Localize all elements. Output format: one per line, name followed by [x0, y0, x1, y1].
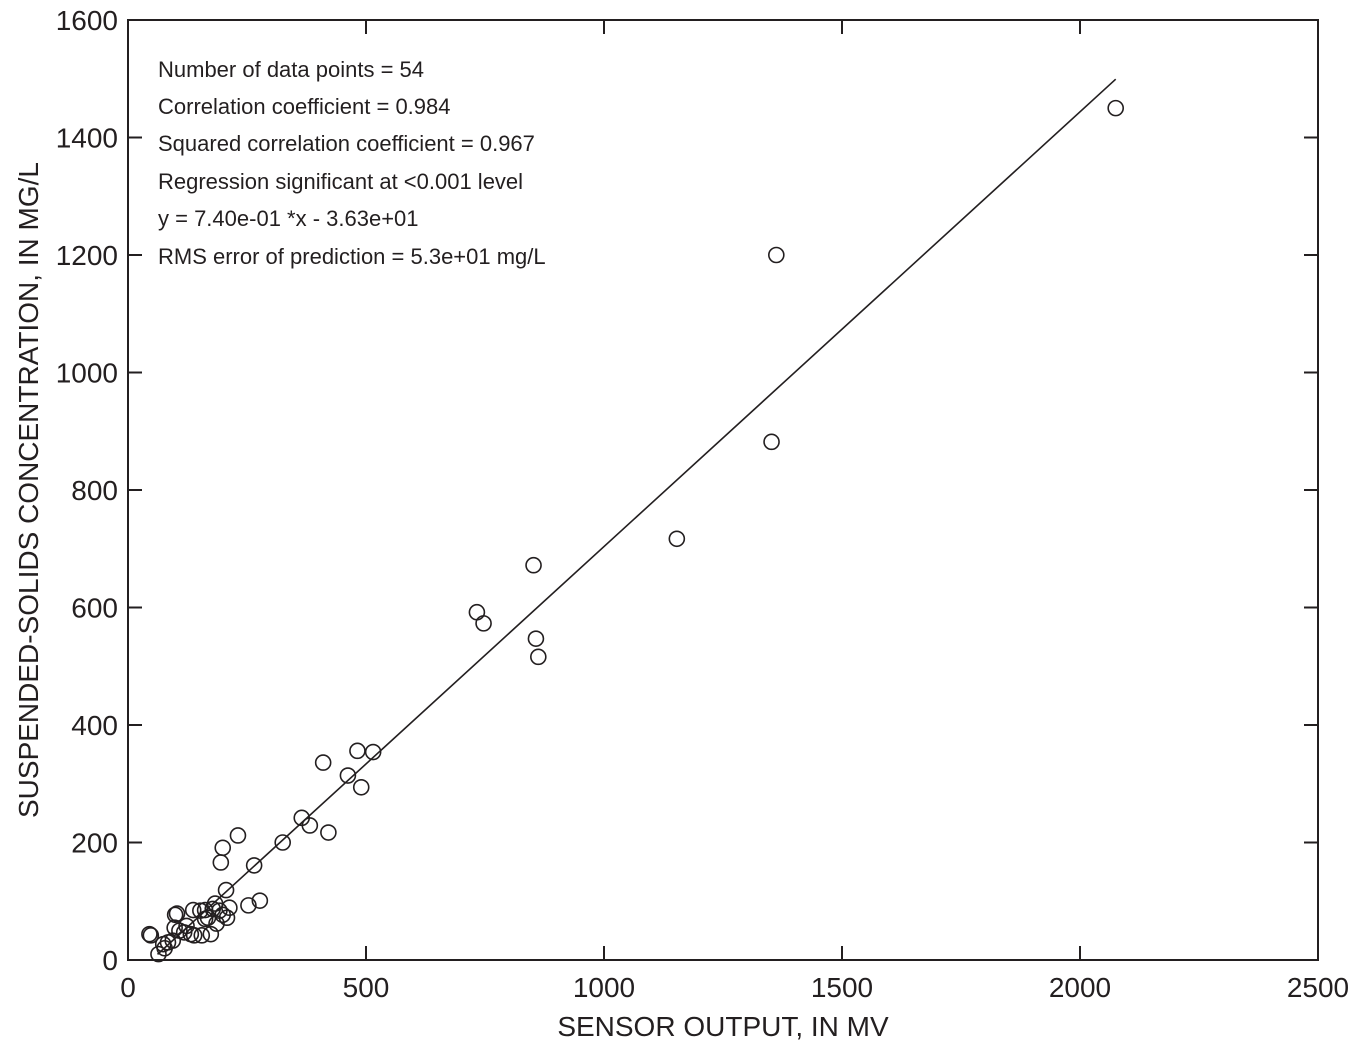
- y-tick-label: 800: [71, 475, 118, 506]
- data-point: [339, 767, 357, 784]
- x-axis-title: SENSOR OUTPUT, IN MV: [557, 1011, 889, 1042]
- data-point: [468, 603, 486, 621]
- data-point: [525, 556, 542, 574]
- plot-marks: [141, 78, 1124, 963]
- data-point: [202, 925, 220, 943]
- y-tick-label: 1400: [56, 123, 118, 154]
- data-point: [208, 915, 225, 932]
- annotation-significance: Regression significant at <0.001 level: [158, 169, 523, 194]
- data-point: [184, 901, 202, 919]
- data-point: [475, 615, 492, 632]
- data-point: [166, 906, 184, 924]
- data-point: [314, 754, 332, 771]
- annotation-data-points: Number of data points = 54: [158, 57, 424, 82]
- data-point: [217, 881, 235, 899]
- x-tick-label: 0: [120, 972, 136, 1003]
- data-point: [214, 839, 232, 857]
- data-point: [1107, 99, 1124, 117]
- data-point: [668, 530, 686, 548]
- y-tick-label: 400: [71, 710, 118, 741]
- data-point: [156, 939, 173, 957]
- data-point: [229, 827, 247, 844]
- data-point: [185, 927, 203, 944]
- data-point: [166, 919, 183, 936]
- data-point: [193, 927, 211, 944]
- data-point: [301, 817, 319, 834]
- data-point: [142, 927, 160, 944]
- x-tick-label: 2500: [1287, 972, 1349, 1003]
- annotation-equation: y = 7.40e-01 *x - 3.63e+01: [158, 206, 419, 231]
- annotation-correlation: Correlation coefficient = 0.984: [158, 94, 451, 119]
- x-tick-labels: 0 500 1000 1500 2000 2500: [120, 972, 1349, 1003]
- data-point: [352, 778, 370, 796]
- data-point: [150, 945, 167, 963]
- x-tick-label: 1500: [811, 972, 873, 1003]
- y-tick-label: 600: [71, 593, 118, 624]
- y-axis-title: SUSPENDED-SOLIDS CONCENTRATION, IN MG/L: [13, 162, 44, 818]
- data-point: [530, 648, 547, 666]
- data-point: [763, 433, 780, 451]
- data-point: [320, 824, 337, 841]
- data-point: [349, 742, 366, 760]
- regression-line: [156, 78, 1117, 955]
- y-tick-label: 1200: [56, 240, 118, 271]
- data-point: [240, 897, 257, 914]
- data-point: [212, 854, 230, 871]
- data-point: [192, 902, 209, 919]
- data-point: [251, 892, 269, 909]
- y-tick-labels: 0 200 400 600 800 1000 1200 1400 1600: [56, 5, 118, 976]
- data-point: [768, 246, 785, 264]
- annotation-rms-error: RMS error of prediction = 5.3e+01 mg/L: [158, 244, 546, 269]
- regression-annotations: Number of data points = 54 Correlation c…: [158, 57, 546, 269]
- data-point: [274, 834, 292, 851]
- annotation-squared-correlation: Squared correlation coefficient = 0.967: [158, 131, 535, 156]
- data-point: [141, 925, 158, 943]
- x-tick-label: 1000: [573, 972, 635, 1003]
- axis-ticks: [127, 19, 1319, 961]
- x-tick-label: 2000: [1049, 972, 1111, 1003]
- data-point: [196, 901, 214, 919]
- y-tick-label: 1000: [56, 358, 118, 389]
- y-tick-label: 0: [102, 945, 118, 976]
- y-tick-label: 1600: [56, 5, 118, 36]
- y-tick-label: 200: [71, 828, 118, 859]
- data-point: [196, 910, 214, 928]
- data-point: [175, 924, 193, 941]
- data-point: [245, 857, 263, 874]
- x-tick-label: 500: [343, 972, 390, 1003]
- data-point: [527, 630, 545, 647]
